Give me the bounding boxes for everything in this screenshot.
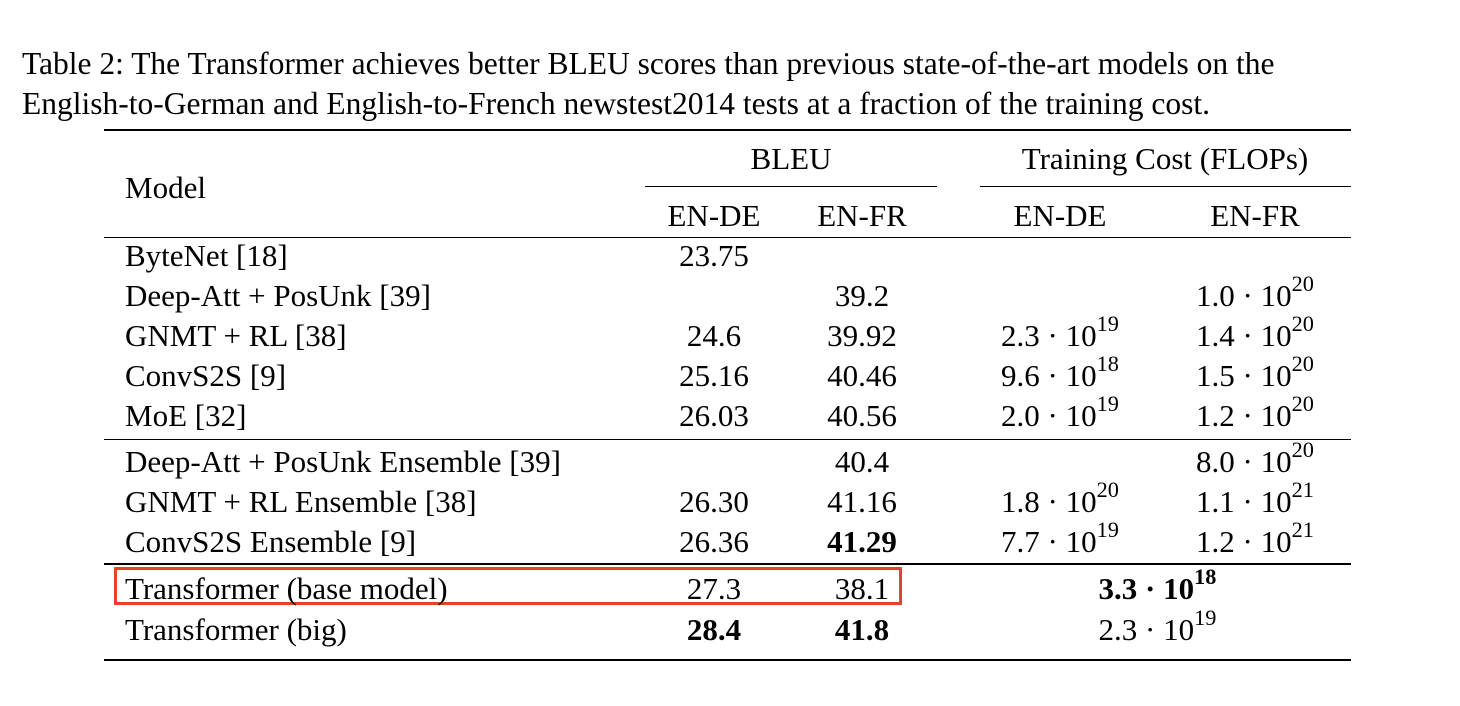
bottom-rule [104,659,1351,661]
cell-bleu-en-de: 25.16 [679,358,749,393]
top-rule [104,129,1351,131]
cell-cost-combined: 2.3 · 1019 [1098,605,1217,647]
subheader-bleu-en-fr: EN-FR [817,198,907,233]
cell-bleu-en-de: 23.75 [679,238,749,273]
cell-bleu-en-fr: 39.92 [827,318,897,353]
row-model-name: Transformer (big) [125,612,347,647]
cell-cost-en-fr: 8.0 · 1020 [1196,437,1314,479]
row-model-name: ByteNet [18] [125,238,288,273]
cell-cost-combined: 3.3 · 1018 [1098,564,1217,606]
cell-bleu-en-fr: 41.16 [827,484,897,519]
cell-bleu-en-de: 24.6 [686,318,742,353]
bleu-cmidrule [645,186,937,187]
cell-cost-en-fr: 1.0 · 1020 [1196,271,1314,313]
row-model-name: MoE [32] [125,398,247,433]
cost-cmidrule [980,186,1351,187]
row-model-name: Deep-Att + PosUnk Ensemble [39] [125,444,561,479]
table-caption: Table 2: The Transformer achieves better… [22,44,1447,124]
subheader-cost-en-de: EN-DE [1013,198,1107,233]
cell-cost-en-fr: 1.2 · 1021 [1196,517,1314,559]
caption-line-2: English-to-German and English-to-French … [22,86,1210,121]
cell-bleu-en-de: 26.36 [679,524,749,559]
cell-bleu-en-fr: 38.1 [834,571,890,606]
cell-cost-en-de: 2.3 · 1019 [1001,311,1119,353]
cell-cost-en-fr: 1.4 · 1020 [1196,311,1314,353]
cell-cost-en-fr: 1.2 · 1020 [1196,391,1314,433]
cell-bleu-en-fr: 40.56 [827,398,897,433]
cell-cost-en-fr: 1.1 · 1021 [1196,477,1314,519]
row-model-name: ConvS2S Ensemble [9] [125,524,417,559]
cell-bleu-en-fr: 41.29 [827,524,897,559]
row-model-name: Transformer (base model) [125,571,448,606]
cell-bleu-en-fr: 40.46 [827,358,897,393]
header-bleu: BLEU [750,141,832,176]
cell-cost-en-de: 2.0 · 1019 [1001,391,1119,433]
highlight-box [114,567,902,605]
cell-bleu-en-de: 27.3 [686,571,742,606]
subheader-cost-en-fr: EN-FR [1210,198,1300,233]
caption-line-1: Table 2: The Transformer achieves better… [22,46,1275,81]
cell-bleu-en-de: 28.4 [686,612,742,647]
group-rule-2 [104,563,1351,565]
cell-bleu-en-fr: 41.8 [834,612,890,647]
row-model-name: GNMT + RL [38] [125,318,347,353]
row-model-name: ConvS2S [9] [125,358,287,393]
cell-cost-en-fr: 1.5 · 1020 [1196,351,1314,393]
header-training-cost: Training Cost (FLOPs) [1021,141,1309,176]
group-rule-1 [104,439,1351,440]
cell-bleu-en-fr: 39.2 [834,278,890,313]
header-model: Model [125,170,206,205]
row-model-name: Deep-Att + PosUnk [39] [125,278,431,313]
cell-cost-en-de: 1.8 · 1020 [1001,477,1119,519]
cell-cost-en-de: 7.7 · 1019 [1001,517,1119,559]
cell-bleu-en-de: 26.30 [679,484,749,519]
row-model-name: GNMT + RL Ensemble [38] [125,484,477,519]
header-rule [104,237,1351,238]
cell-bleu-en-fr: 40.4 [834,444,890,479]
subheader-bleu-en-de: EN-DE [667,198,761,233]
cell-cost-en-de: 9.6 · 1018 [1001,351,1119,393]
cell-bleu-en-de: 26.03 [679,398,749,433]
